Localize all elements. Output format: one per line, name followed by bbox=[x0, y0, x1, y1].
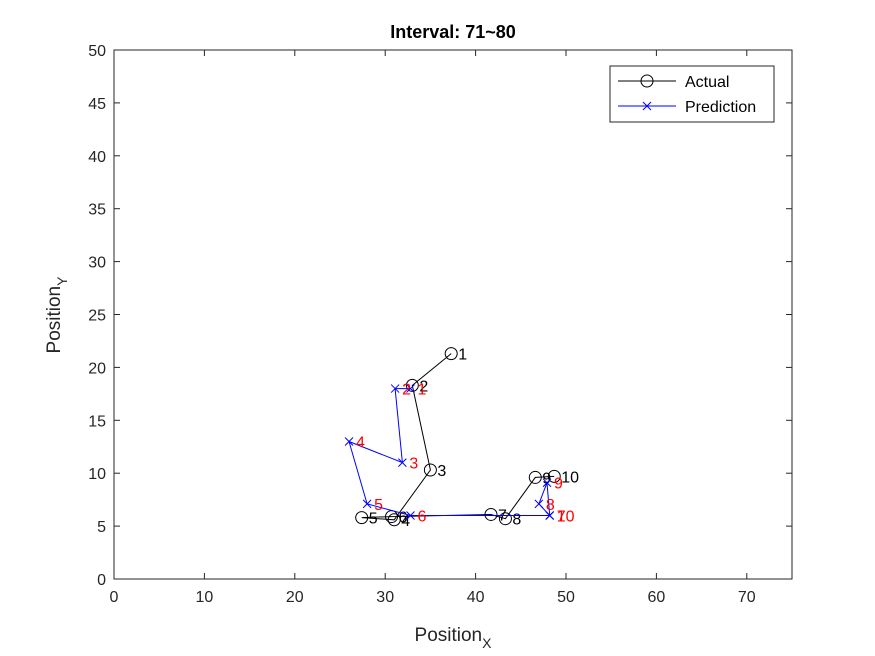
prediction-point-label: 5 bbox=[374, 497, 383, 514]
y-tick-label: 10 bbox=[88, 466, 106, 483]
prediction-point-label: 4 bbox=[356, 434, 365, 451]
actual-point bbox=[387, 513, 401, 527]
prediction-point-label: 7 bbox=[557, 509, 566, 526]
actual-point-label: 4 bbox=[401, 513, 410, 530]
legend-prediction-marker bbox=[642, 101, 652, 111]
prediction-point bbox=[406, 384, 415, 393]
y-axis-label-subscript: Y bbox=[54, 276, 70, 286]
y-tick-label: 50 bbox=[88, 43, 106, 60]
actual-point bbox=[444, 347, 458, 361]
prediction-point-label: 3 bbox=[409, 456, 418, 473]
legend-box bbox=[609, 65, 775, 123]
prediction-point bbox=[542, 478, 552, 488]
legend-prediction-label: Prediction bbox=[685, 99, 756, 116]
prediction-point bbox=[362, 499, 372, 509]
x-tick-label: 0 bbox=[110, 589, 119, 606]
chart-title: Interval: 71~80 bbox=[390, 22, 516, 42]
prediction-point-label: 2 bbox=[402, 382, 411, 399]
actual-point bbox=[355, 511, 369, 525]
x-tick-label: 30 bbox=[376, 589, 394, 606]
x-tick-label: 50 bbox=[557, 589, 575, 606]
prediction-point-label: 9 bbox=[554, 476, 563, 493]
actual-point-label: 2 bbox=[419, 378, 428, 395]
actual-point bbox=[528, 470, 542, 484]
y-tick-label: 25 bbox=[88, 308, 106, 325]
actual-point bbox=[547, 469, 561, 483]
y-tick-label: 0 bbox=[97, 572, 106, 589]
y-tick-label: 30 bbox=[88, 255, 106, 272]
actual-point bbox=[498, 512, 512, 526]
legend: Actual Prediction bbox=[609, 65, 775, 123]
prediction-point-label: 10 bbox=[557, 509, 575, 526]
prediction-point-label: 1 bbox=[418, 382, 427, 399]
actual-point-label: 6 bbox=[399, 510, 408, 527]
series-line bbox=[348, 388, 551, 516]
x-tick-label: 40 bbox=[467, 589, 485, 606]
prediction-point bbox=[406, 511, 415, 520]
prediction-point-label: 8 bbox=[546, 497, 555, 514]
actual-point-label: 5 bbox=[369, 511, 378, 528]
y-tick-label: 5 bbox=[97, 519, 106, 536]
plot-area bbox=[114, 50, 792, 579]
x-tick-label: 70 bbox=[738, 589, 756, 606]
x-axis-label: PositionX bbox=[415, 625, 493, 651]
x-tick-label: 60 bbox=[648, 589, 666, 606]
series-line bbox=[361, 353, 555, 521]
prediction-point bbox=[545, 511, 555, 520]
y-axis-label: PositionY bbox=[44, 276, 70, 354]
prediction-point-label: 6 bbox=[418, 509, 427, 526]
axes-box bbox=[113, 49, 793, 580]
actual-point-label: 3 bbox=[437, 463, 446, 480]
actual-point bbox=[405, 378, 419, 392]
actual-point bbox=[484, 507, 498, 521]
x-tick-label: 20 bbox=[286, 589, 304, 606]
legend-actual-label: Actual bbox=[685, 74, 729, 91]
prediction-point bbox=[534, 499, 544, 509]
prediction-point bbox=[398, 458, 407, 467]
x-axis-label-subscript: X bbox=[482, 635, 492, 651]
actual-point-label: 10 bbox=[561, 469, 579, 486]
actual-point bbox=[423, 463, 437, 477]
prediction-point bbox=[344, 437, 354, 446]
prediction-point bbox=[390, 384, 400, 393]
y-tick-label: 45 bbox=[88, 96, 106, 113]
actual-point-label: 8 bbox=[512, 512, 521, 529]
y-tick-label: 35 bbox=[88, 202, 106, 219]
y-axis-label-main: Position bbox=[44, 286, 65, 354]
x-tick-label: 10 bbox=[196, 589, 214, 606]
legend-actual-marker bbox=[640, 74, 654, 88]
actual-point-label: 1 bbox=[458, 347, 467, 364]
actual-point-label: 9 bbox=[542, 470, 551, 487]
y-tick-label: 40 bbox=[88, 149, 106, 166]
y-tick-label: 15 bbox=[88, 413, 106, 430]
y-tick-label: 20 bbox=[88, 360, 106, 377]
x-axis-label-main: Position bbox=[415, 625, 483, 646]
